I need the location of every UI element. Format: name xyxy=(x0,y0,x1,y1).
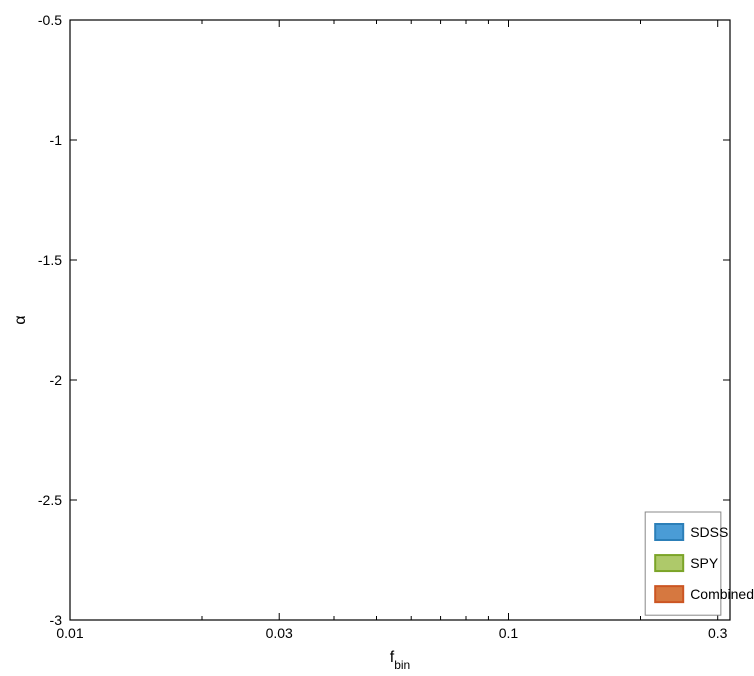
svg-text:SPY: SPY xyxy=(690,555,719,571)
svg-text:-2.5: -2.5 xyxy=(38,492,62,508)
chart-container: 1×10⁻¹²4×10⁻¹²1×10⁻¹¹3×10⁻¹¹1×10⁻¹⁰SN Ia… xyxy=(0,0,754,676)
svg-text:-2: -2 xyxy=(50,372,63,388)
svg-text:0.03: 0.03 xyxy=(266,625,293,641)
chart-svg: 1×10⁻¹²4×10⁻¹²1×10⁻¹¹3×10⁻¹¹1×10⁻¹⁰SN Ia… xyxy=(0,0,754,676)
svg-text:-3: -3 xyxy=(50,612,63,628)
svg-text:-0.5: -0.5 xyxy=(38,12,62,28)
svg-text:Combined: Combined xyxy=(690,586,754,602)
svg-text:0.1: 0.1 xyxy=(499,625,519,641)
svg-text:-1.5: -1.5 xyxy=(38,252,62,268)
svg-text:0.3: 0.3 xyxy=(708,625,728,641)
svg-text:-1: -1 xyxy=(50,132,63,148)
svg-text:fbin: fbin xyxy=(390,649,410,672)
svg-text:α: α xyxy=(12,315,29,324)
svg-text:SDSS: SDSS xyxy=(690,524,728,540)
